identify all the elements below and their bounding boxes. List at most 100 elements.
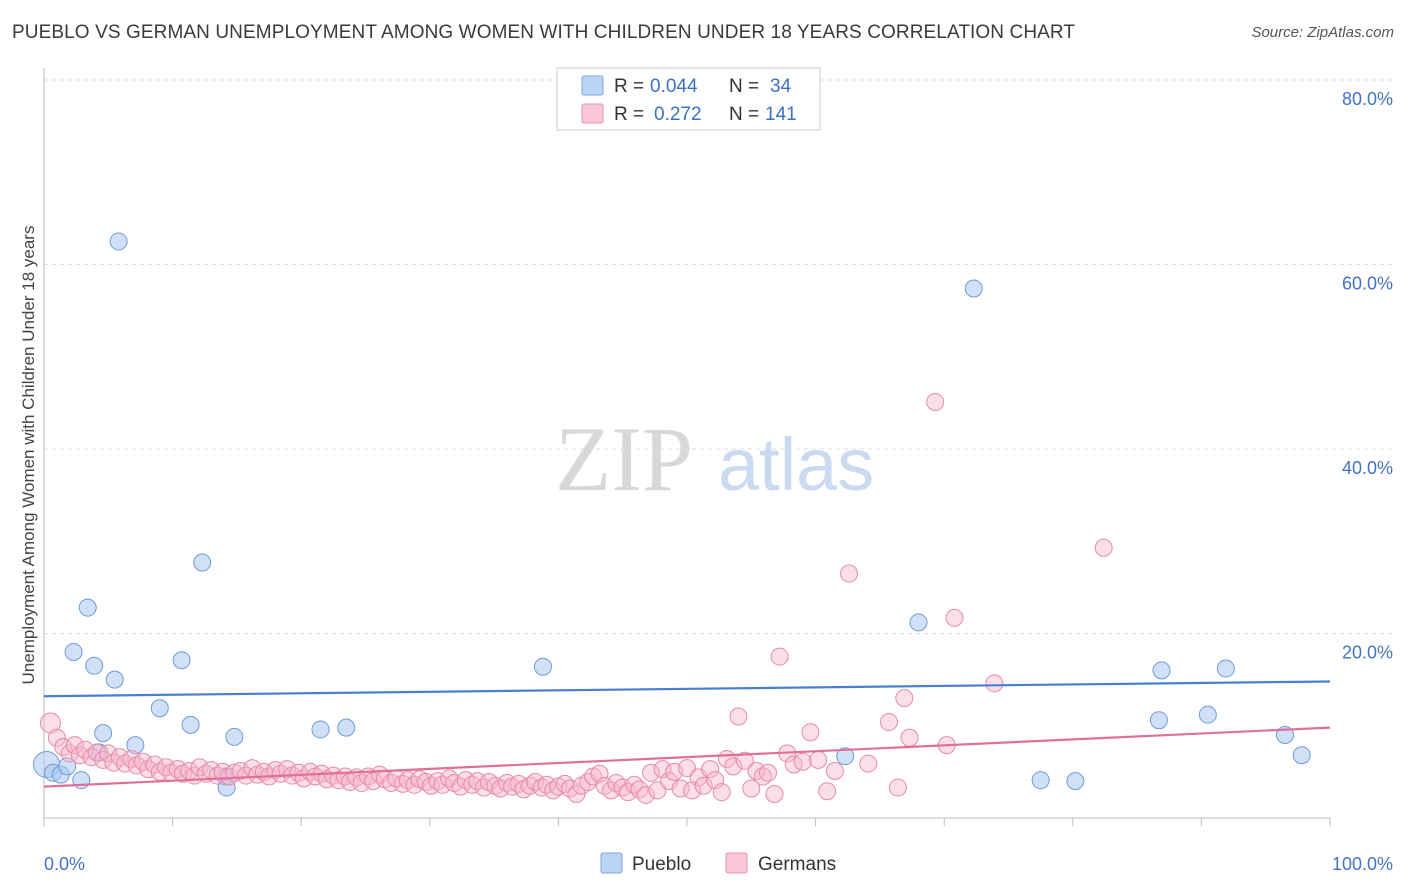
point-germans bbox=[694, 776, 713, 795]
point-germans bbox=[712, 783, 731, 802]
bottom-legend-label-pueblo: Pueblo bbox=[632, 854, 691, 875]
point-germans bbox=[809, 750, 828, 769]
point-germans bbox=[47, 728, 66, 747]
legend-n-value-pueblo: 34 bbox=[770, 76, 792, 97]
point-germans bbox=[636, 785, 655, 804]
point-germans bbox=[895, 689, 914, 708]
bottom-legend-swatch-germans bbox=[725, 852, 748, 874]
y-tick-label-60: 60.0% bbox=[1342, 274, 1393, 294]
point-pueblo bbox=[1152, 661, 1171, 680]
point-germans bbox=[641, 763, 660, 782]
point-pueblo bbox=[126, 736, 145, 755]
point-germans bbox=[985, 674, 1004, 693]
point-germans bbox=[433, 775, 452, 794]
point-germans bbox=[701, 760, 720, 779]
legend-n-label-pueblo: N = bbox=[729, 76, 759, 97]
y-tick-label-80: 80.0% bbox=[1342, 89, 1393, 109]
legend-r-value-germans: 0.272 bbox=[654, 104, 702, 125]
point-pueblo bbox=[964, 279, 983, 298]
point-pueblo bbox=[64, 642, 83, 661]
y-tick-label-20: 20.0% bbox=[1342, 643, 1393, 663]
x-axis-ticks bbox=[43, 818, 1331, 826]
point-pueblo bbox=[533, 657, 552, 676]
bottom-legend: Pueblo Germans bbox=[600, 852, 836, 875]
point-germans bbox=[825, 761, 844, 780]
legend-swatch-germans bbox=[581, 103, 604, 124]
point-germans bbox=[735, 751, 754, 770]
point-germans bbox=[879, 713, 898, 732]
point-pueblo bbox=[1066, 772, 1085, 791]
gridlines bbox=[44, 79, 1393, 634]
point-germans bbox=[157, 758, 176, 777]
point-germans bbox=[54, 737, 73, 756]
trend-lines bbox=[43, 680, 1331, 788]
point-pueblo bbox=[1198, 705, 1217, 724]
point-pueblo bbox=[1149, 711, 1168, 730]
point-pueblo bbox=[337, 718, 356, 737]
point-pueblo bbox=[193, 553, 212, 572]
point-germans bbox=[659, 772, 678, 791]
point-germans bbox=[729, 707, 748, 726]
watermark-zip: ZIP bbox=[555, 408, 693, 510]
source-label: Source: ZipAtlas.com bbox=[1251, 24, 1394, 41]
data-points bbox=[33, 232, 1311, 804]
legend-r-label-pueblo: R = bbox=[614, 76, 644, 97]
point-germans bbox=[945, 608, 964, 627]
trend-line-pueblo bbox=[43, 680, 1331, 698]
point-germans bbox=[671, 779, 690, 798]
point-germans bbox=[139, 760, 158, 779]
point-pueblo bbox=[85, 656, 104, 675]
point-germans bbox=[76, 740, 95, 759]
point-germans bbox=[1094, 538, 1113, 557]
trend-line-germans bbox=[43, 726, 1331, 788]
point-germans bbox=[352, 773, 371, 792]
point-germans bbox=[724, 757, 743, 776]
legend-r-label-germans: R = bbox=[614, 104, 644, 125]
legend: R = 0.044 N = 34 R = 0.272 N = 141 bbox=[556, 67, 821, 131]
point-pueblo bbox=[225, 727, 244, 746]
point-pueblo bbox=[181, 715, 200, 734]
point-pueblo bbox=[1292, 746, 1311, 765]
point-pueblo bbox=[105, 670, 124, 689]
point-germans bbox=[742, 779, 761, 798]
point-pueblo bbox=[311, 720, 330, 739]
point-germans bbox=[859, 754, 878, 773]
point-germans bbox=[39, 712, 61, 734]
point-germans bbox=[900, 728, 919, 747]
point-germans bbox=[65, 736, 84, 755]
point-pueblo bbox=[909, 613, 928, 632]
point-germans bbox=[116, 754, 135, 773]
y-axis-tick-labels: 20.0% 40.0% 60.0% 80.0% bbox=[1342, 89, 1393, 663]
point-germans bbox=[888, 778, 907, 797]
point-pueblo bbox=[172, 651, 191, 670]
point-germans bbox=[759, 763, 778, 782]
point-germans bbox=[926, 392, 945, 411]
point-germans bbox=[801, 723, 820, 742]
y-tick-label-40: 40.0% bbox=[1342, 458, 1393, 478]
point-germans bbox=[618, 783, 637, 802]
bottom-legend-swatch-pueblo bbox=[600, 852, 623, 874]
point-pueblo bbox=[78, 598, 97, 617]
point-germans bbox=[753, 767, 772, 786]
point-germans bbox=[271, 764, 290, 783]
point-germans bbox=[840, 564, 859, 583]
point-pueblo bbox=[150, 699, 169, 718]
x-tick-label-max: 100.0% bbox=[1332, 854, 1393, 874]
point-pueblo bbox=[1031, 771, 1050, 790]
legend-r-value-pueblo: 0.044 bbox=[650, 76, 698, 97]
point-germans bbox=[595, 776, 614, 795]
point-germans bbox=[770, 647, 789, 666]
point-germans bbox=[765, 785, 784, 804]
point-pueblo bbox=[94, 724, 113, 743]
point-germans bbox=[818, 782, 837, 801]
point-germans bbox=[190, 758, 209, 777]
point-pueblo bbox=[1216, 659, 1235, 678]
legend-n-label-germans: N = bbox=[729, 104, 759, 125]
point-germans bbox=[590, 764, 609, 783]
bottom-legend-label-germans: Germans bbox=[758, 854, 836, 875]
point-germans bbox=[793, 752, 812, 771]
watermark-atlas: atlas bbox=[718, 423, 874, 506]
x-tick-label-min: 0.0% bbox=[44, 854, 85, 874]
point-pueblo bbox=[109, 232, 128, 251]
